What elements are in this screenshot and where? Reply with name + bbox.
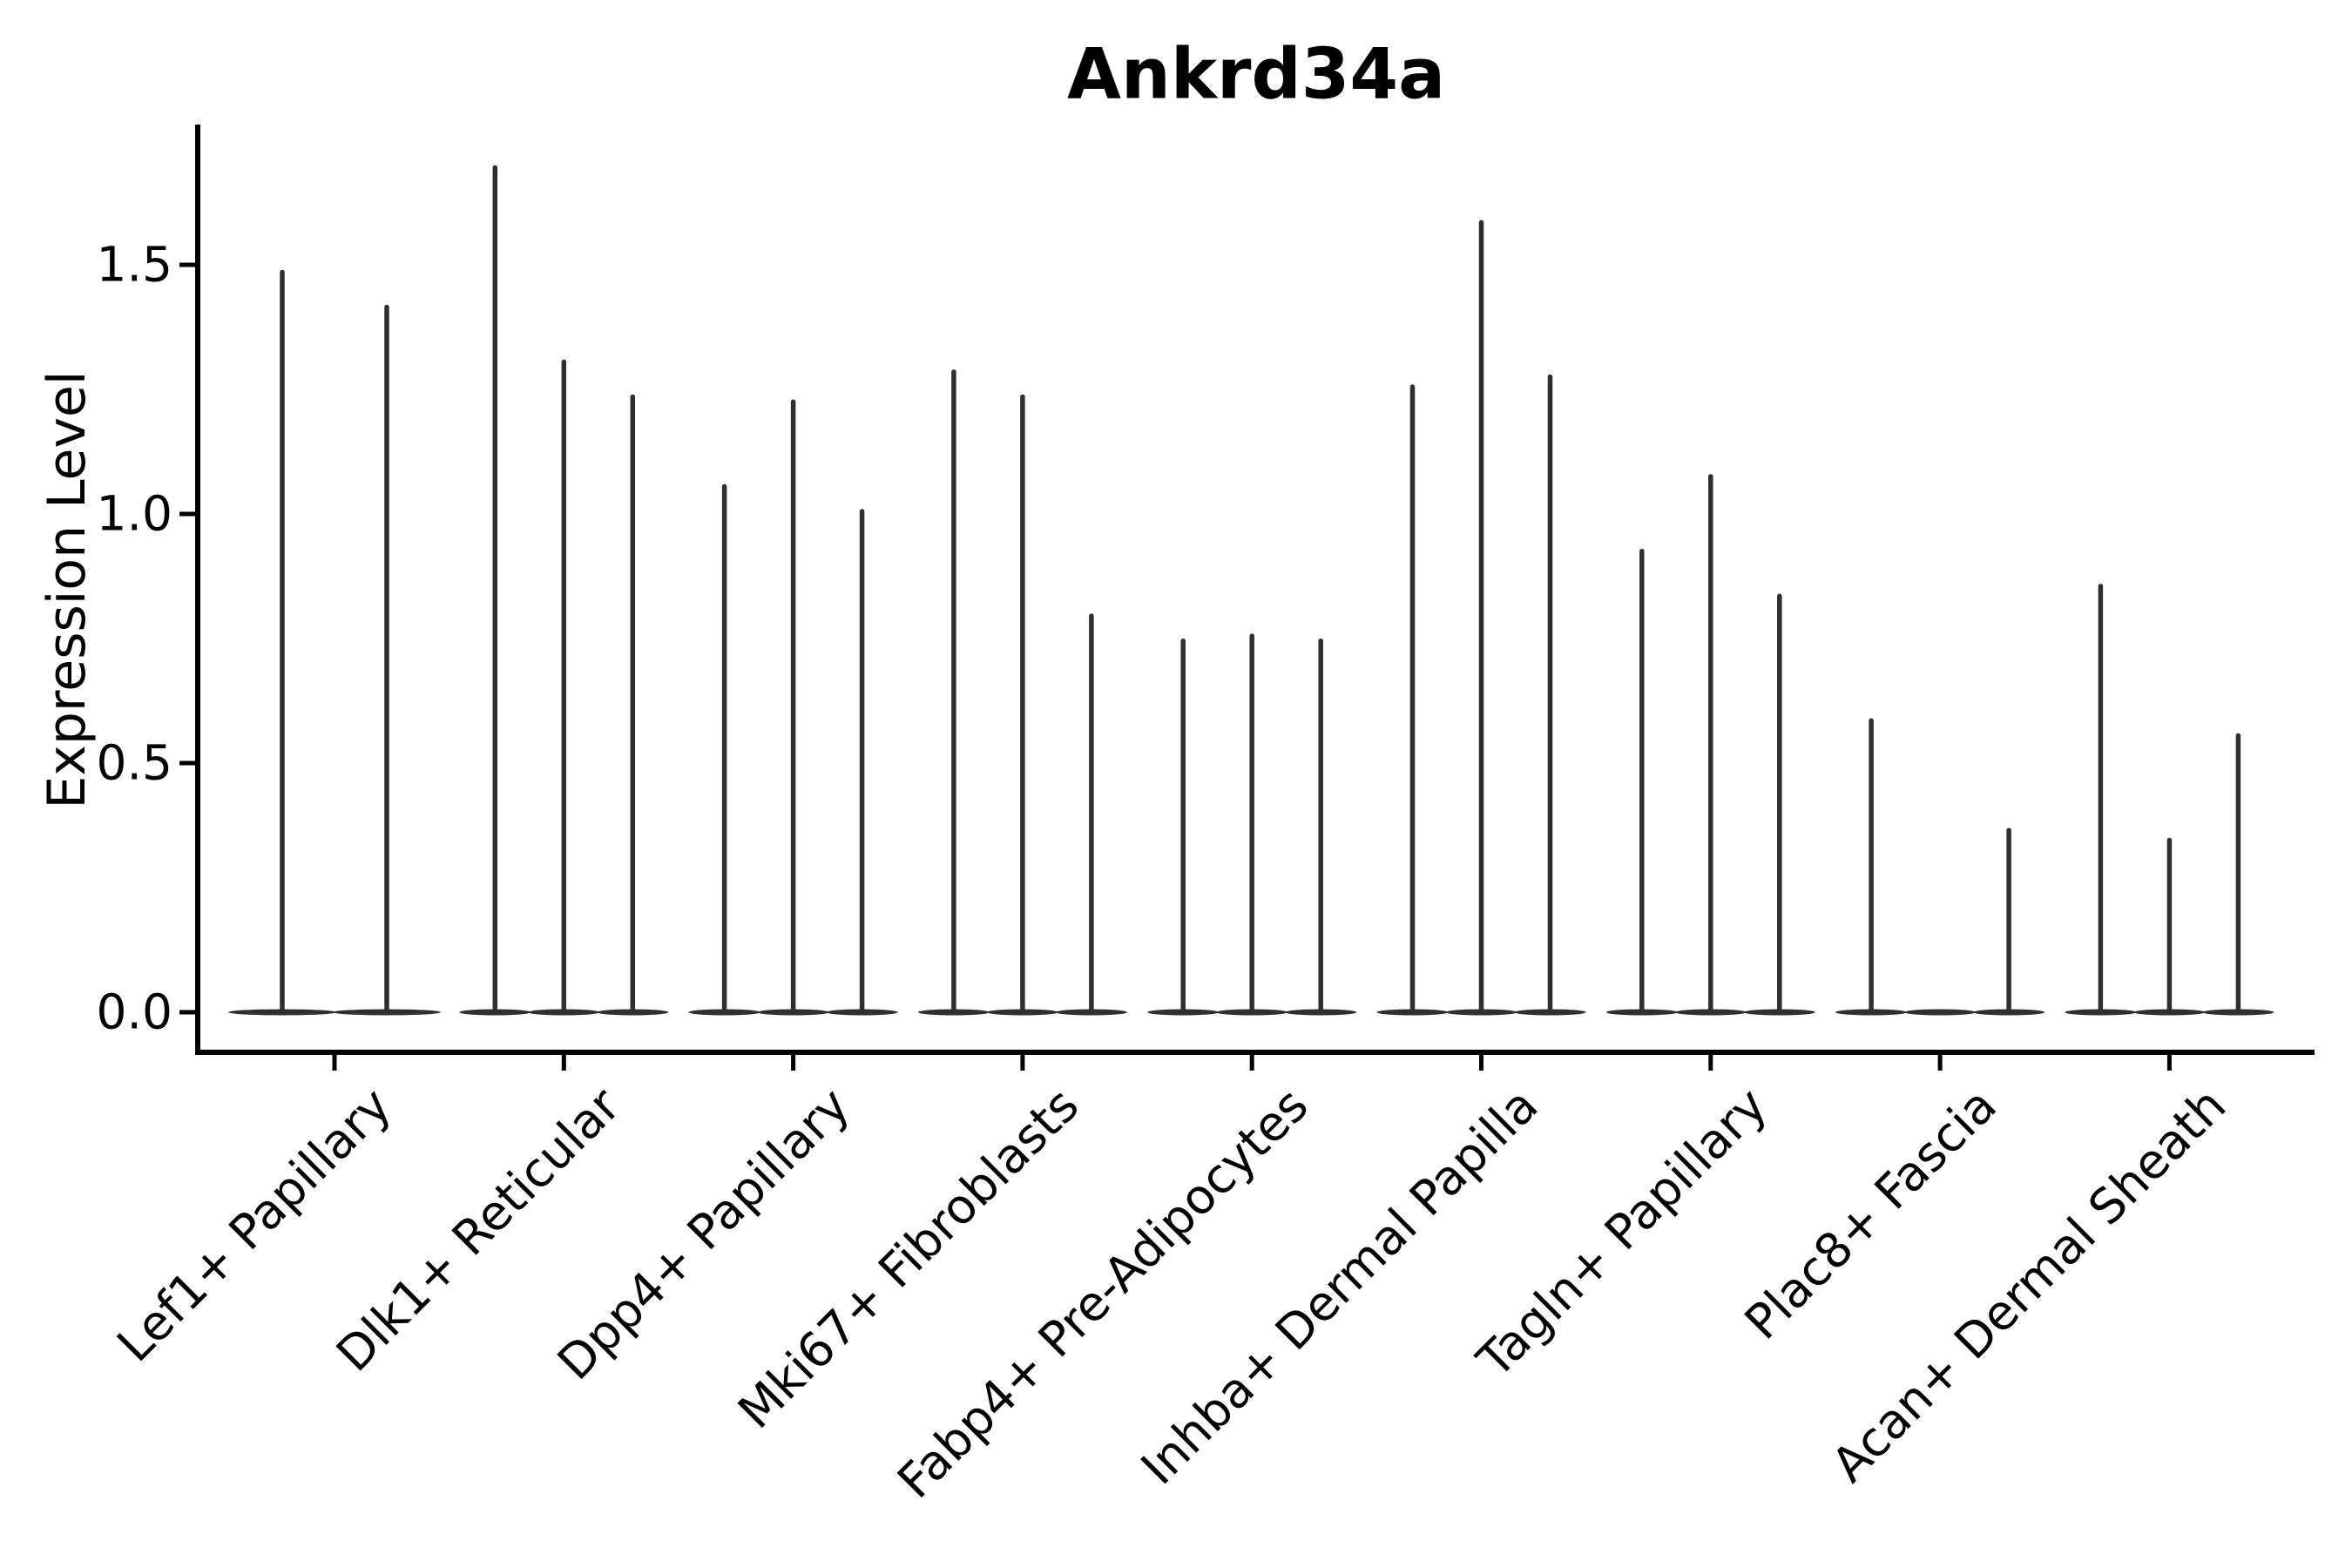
- x-tick-mark: [791, 1055, 796, 1071]
- y-axis-spine: [195, 125, 200, 1055]
- x-tick-label: Inhba+ Dermal Papilla: [1130, 1077, 1549, 1496]
- x-tick-label: Plac8+ Fascia: [1734, 1077, 2007, 1350]
- violin-base: [1904, 1009, 1977, 1016]
- x-tick-mark: [2166, 1055, 2172, 1071]
- x-tick-label: Fabp4+ Pre-Adipocytes: [887, 1077, 1319, 1510]
- x-tick-mark: [1479, 1055, 1484, 1071]
- y-tick-label: 0.0: [96, 983, 172, 1040]
- y-tick-label: 1.0: [96, 485, 172, 542]
- y-tick-label: 1.5: [96, 236, 172, 293]
- x-axis-spine: [195, 1050, 2315, 1055]
- x-tick-mark: [1708, 1055, 1713, 1071]
- chart-title: Ankrd34a: [1066, 33, 1446, 115]
- y-tick-mark: [179, 1010, 195, 1015]
- y-tick-label: 0.5: [96, 734, 172, 791]
- y-tick-mark: [179, 760, 195, 766]
- x-tick-mark: [332, 1055, 337, 1071]
- y-tick-mark: [179, 262, 195, 267]
- x-tick-mark: [1249, 1055, 1254, 1071]
- x-tick-mark: [1937, 1055, 1943, 1071]
- x-tick-mark: [561, 1055, 566, 1071]
- x-tick-mark: [1020, 1055, 1025, 1071]
- y-tick-mark: [179, 511, 195, 517]
- x-tick-label: Acan+ Dermal Sheath: [1821, 1077, 2237, 1493]
